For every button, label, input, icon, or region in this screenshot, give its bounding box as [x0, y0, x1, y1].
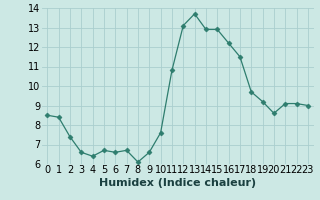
X-axis label: Humidex (Indice chaleur): Humidex (Indice chaleur) — [99, 178, 256, 188]
